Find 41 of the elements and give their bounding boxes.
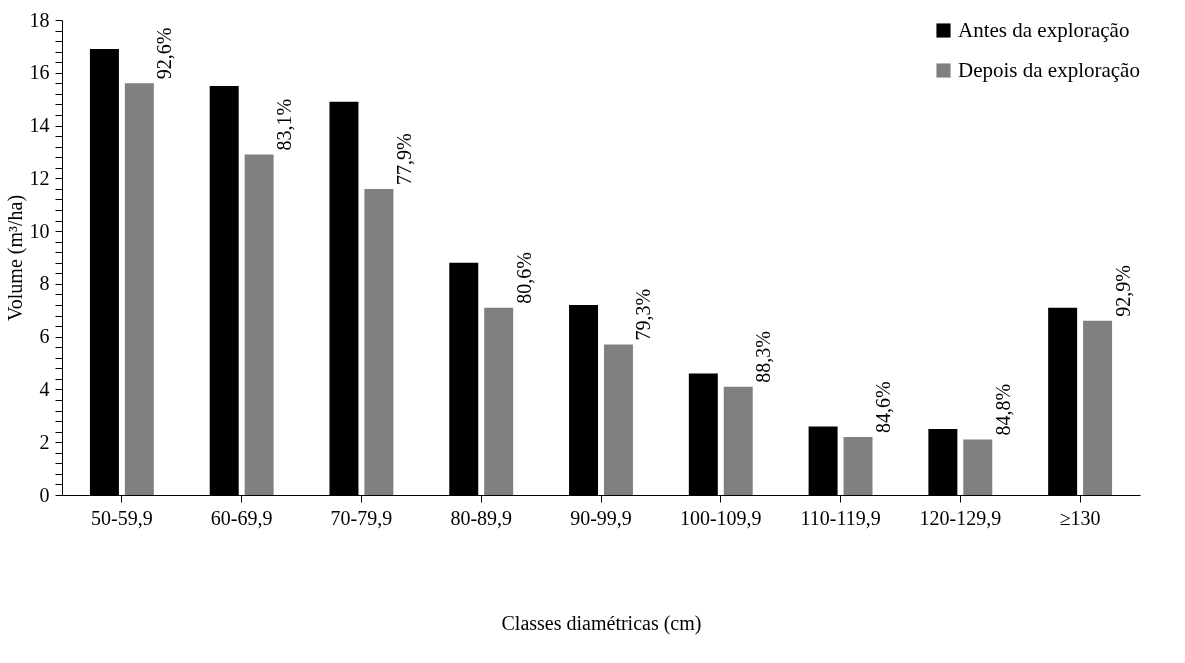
y-tick-label: 12 [29,166,50,189]
annotation: 79,3% [632,288,655,341]
bar [963,439,993,495]
x-tick-label: 100-109,9 [679,506,762,529]
x-tick-label: 50-59,9 [91,506,153,529]
bar [603,344,633,495]
bar [723,386,753,495]
annotation: 88,3% [752,331,775,383]
annotation: 80,6% [512,251,535,304]
x-tick-label: 80-89,9 [450,506,513,529]
x-axis-title: Classes diamétricas (cm) [501,611,702,635]
x-tick-label: 120-129,9 [919,506,1002,529]
bar [484,307,514,495]
annotation: 83,1% [273,98,296,151]
y-tick-label: 16 [29,61,50,84]
x-tick-label: 70-79,9 [330,506,393,529]
y-tick-label: 10 [29,219,50,242]
y-tick-label: 4 [39,377,50,400]
annotation: 92,6% [153,27,176,80]
bar [1083,320,1113,495]
x-tick-label: 90-99,9 [570,506,632,529]
bar [364,188,394,495]
y-tick-label: 8 [39,272,50,295]
bar [244,154,274,495]
bar [843,436,873,495]
y-tick-label: 0 [39,483,50,506]
y-tick-label: 2 [39,430,50,453]
y-tick-label: 6 [39,325,50,348]
annotation: 77,9% [392,133,415,185]
legend-label: Antes da exploração [958,17,1130,42]
y-tick-label: 18 [29,8,50,31]
y-axis-title: Volume (m³/ha) [3,194,27,322]
x-tick-label: 60-69,9 [210,506,273,529]
bar [124,83,154,495]
legend-label: Depois da exploração [958,57,1140,82]
annotation: 92,9% [1111,265,1134,317]
x-tick-label: 110-119,9 [800,506,881,529]
x-tick-label: ≥130 [1059,506,1101,529]
annotation: 84,8% [991,383,1014,436]
y-tick-label: 14 [29,114,50,137]
annotation: 84,6% [872,381,895,433]
